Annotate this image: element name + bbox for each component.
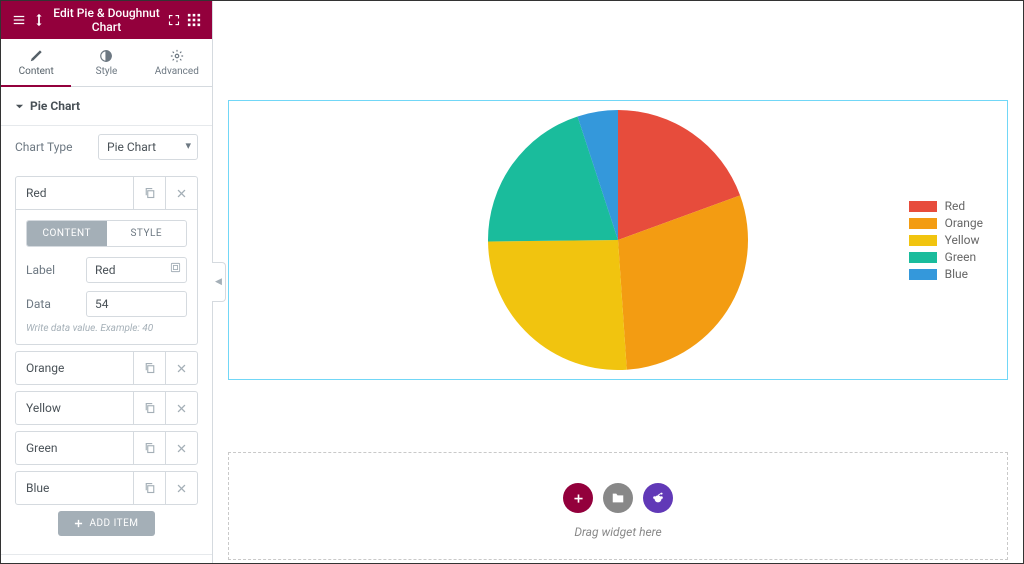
pie-chart-svg xyxy=(448,105,788,375)
close-icon[interactable] xyxy=(165,177,197,209)
editor-tabs: Content Style Advanced xyxy=(1,39,212,87)
data-input[interactable] xyxy=(86,291,187,317)
item-red-label: Red xyxy=(16,186,133,200)
preview-canvas: Red Orange Yellow Green Blue Drag widget her… xyxy=(213,1,1023,563)
tab-advanced[interactable]: Advanced xyxy=(142,39,212,86)
duplicate-icon[interactable] xyxy=(133,392,165,424)
item-orange[interactable]: Orange xyxy=(15,351,198,385)
drop-zone-label: Drag widget here xyxy=(229,525,1007,539)
dynamic-icon[interactable] xyxy=(170,262,181,276)
chart-type-value: Pie Chart xyxy=(107,140,156,154)
item-red-detail: CONTENT STYLE Label Data Write dat xyxy=(15,210,198,345)
chart-type-label: Chart Type xyxy=(15,140,98,154)
tab-style-label: Style xyxy=(96,66,118,77)
item-blue[interactable]: Blue xyxy=(15,471,198,505)
legend-item: Orange xyxy=(909,216,983,230)
template-folder-button[interactable] xyxy=(603,483,633,513)
close-icon[interactable] xyxy=(165,432,197,464)
duplicate-icon[interactable] xyxy=(133,177,165,209)
tab-content[interactable]: Content xyxy=(1,39,71,86)
section-settings[interactable]: Settings xyxy=(1,554,212,563)
apps-grid-icon[interactable] xyxy=(184,10,204,30)
mini-tab-content[interactable]: CONTENT xyxy=(27,221,107,246)
item-orange-label: Orange xyxy=(16,361,133,375)
data-field-row: Data xyxy=(26,291,187,317)
tab-style[interactable]: Style xyxy=(71,39,141,86)
legend-item: Yellow xyxy=(909,233,983,247)
pie-chart-widget[interactable]: Red Orange Yellow Green Blue xyxy=(228,100,1008,380)
mini-tab-style[interactable]: STYLE xyxy=(107,221,187,246)
sidebar-header: Edit Pie & Doughnut Chart xyxy=(1,1,212,39)
data-hint: Write data value. Example: 40 xyxy=(26,323,187,334)
legend-item: Red xyxy=(909,199,983,213)
chart-zone: Red Orange Yellow Green Blue xyxy=(233,105,1003,375)
tab-content-label: Content xyxy=(19,66,54,77)
section-pie-chart[interactable]: Pie Chart xyxy=(1,87,212,126)
add-section-button[interactable] xyxy=(563,483,593,513)
collapse-sidebar-handle[interactable]: ◀ xyxy=(212,262,226,302)
section-pie-chart-label: Pie Chart xyxy=(30,99,80,113)
item-green[interactable]: Green xyxy=(15,431,198,465)
duplicate-icon[interactable] xyxy=(133,352,165,384)
close-icon[interactable] xyxy=(165,352,197,384)
chart-type-select[interactable]: Pie Chart xyxy=(98,134,198,160)
item-red[interactable]: Red xyxy=(15,176,198,210)
legend-item: Green xyxy=(909,250,983,264)
item-mini-tabs: CONTENT STYLE xyxy=(26,220,187,247)
header-title: Edit Pie & Doughnut Chart xyxy=(49,6,164,35)
sidebar-scroll: Pie Chart Chart Type Pie Chart Red CONTE… xyxy=(1,87,212,563)
drop-zone[interactable]: Drag widget here xyxy=(228,452,1008,560)
item-green-label: Green xyxy=(16,441,133,455)
item-blue-label: Blue xyxy=(16,481,133,495)
items-list: Red CONTENT STYLE Label Data xyxy=(1,168,212,554)
duplicate-icon[interactable] xyxy=(133,432,165,464)
drag-handle-icon[interactable] xyxy=(29,10,49,30)
global-widget-button[interactable] xyxy=(643,483,673,513)
chart-type-row: Chart Type Pie Chart xyxy=(1,126,212,168)
item-yellow[interactable]: Yellow xyxy=(15,391,198,425)
tab-advanced-label: Advanced xyxy=(155,66,199,77)
label-field-row: Label xyxy=(26,257,187,283)
editor-sidebar: Edit Pie & Doughnut Chart Content Style … xyxy=(1,1,213,563)
chart-legend: Red Orange Yellow Green Blue xyxy=(909,196,983,284)
legend-item: Blue xyxy=(909,267,983,281)
close-icon[interactable] xyxy=(165,472,197,504)
add-item-label: ADD ITEM xyxy=(89,518,138,529)
add-item-button[interactable]: ADD ITEM xyxy=(58,511,154,536)
close-icon[interactable] xyxy=(165,392,197,424)
data-field-label: Data xyxy=(26,297,86,311)
item-yellow-label: Yellow xyxy=(16,401,133,415)
label-field-label: Label xyxy=(26,263,86,277)
expand-icon[interactable] xyxy=(164,10,184,30)
duplicate-icon[interactable] xyxy=(133,472,165,504)
menu-icon[interactable] xyxy=(9,10,29,30)
